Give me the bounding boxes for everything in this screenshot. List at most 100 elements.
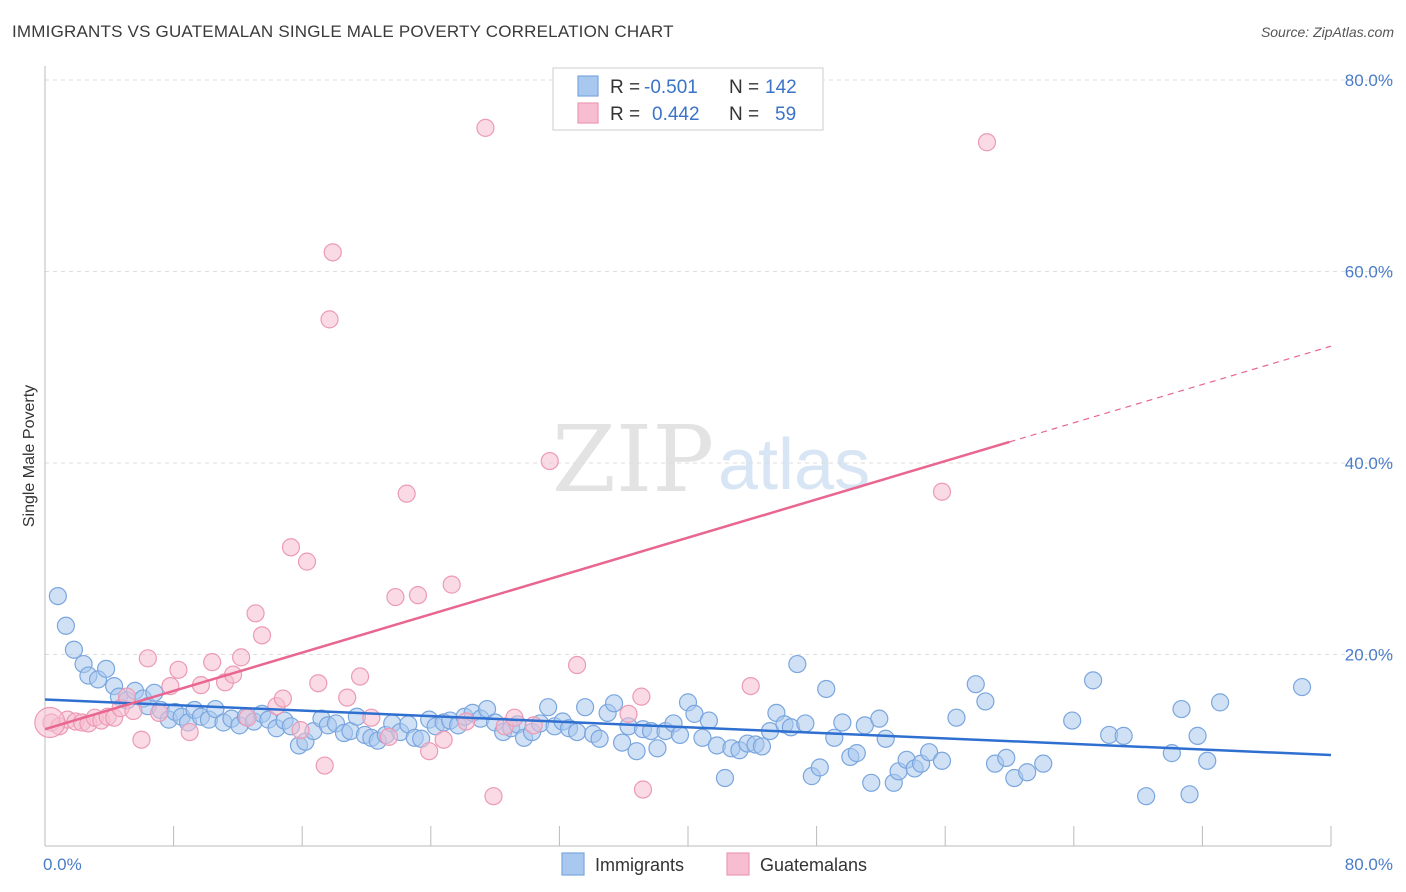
data-point [699, 711, 718, 730]
data-point [442, 575, 461, 594]
data-point [715, 768, 735, 788]
trend-line-guatemalans-extension [1009, 345, 1332, 443]
data-point [947, 708, 966, 727]
data-point [633, 780, 653, 799]
data-point [64, 640, 84, 659]
data-point [1188, 726, 1207, 745]
legend-r-value: 0.442 [652, 104, 700, 125]
data-point [590, 729, 609, 748]
bottom-legend-label-immigrants: Immigrants [595, 855, 684, 875]
data-point [796, 714, 815, 733]
data-point [567, 722, 587, 742]
data-point [932, 751, 952, 770]
data-point [505, 708, 524, 727]
data-point [238, 708, 257, 727]
data-point [291, 721, 310, 740]
data-point [619, 704, 638, 723]
series-immigrants-points [48, 586, 1312, 806]
x-tick-label: 80.0% [1345, 855, 1393, 874]
data-point [1018, 763, 1037, 782]
data-point [1180, 785, 1199, 804]
data-point [825, 728, 844, 747]
data-point [476, 118, 495, 137]
chart-title: IMMIGRANTS VS GUATEMALAN SINGLE MALE POV… [12, 22, 674, 41]
y-tick-label: 40.0% [1345, 454, 1393, 473]
data-point [232, 648, 251, 667]
data-point [876, 729, 895, 748]
data-point [540, 451, 559, 471]
data-point [56, 616, 75, 635]
bottom-legend-label-guatemalans: Guatemalans [760, 855, 867, 875]
data-point [132, 730, 151, 749]
source-credit: Source: ZipAtlas.com [1260, 24, 1394, 40]
y-tick-label: 20.0% [1345, 646, 1393, 665]
data-point [150, 703, 169, 723]
data-point [34, 706, 66, 739]
data-point [297, 552, 317, 571]
data-point [1210, 693, 1230, 712]
data-point [920, 743, 939, 762]
data-point [612, 733, 632, 752]
data-point [788, 654, 807, 674]
legend-n-label: N = [729, 77, 759, 98]
legend-swatch-immigrants [577, 75, 599, 97]
data-point [1114, 726, 1133, 745]
data-point [648, 739, 667, 758]
data-point [966, 675, 985, 694]
watermark-atlas: atlas [718, 425, 870, 505]
legend-n-value: 59 [775, 104, 796, 125]
x-axis-tick-labels: 0.0% 80.0% [43, 855, 1393, 874]
data-point [817, 679, 836, 699]
data-point [203, 653, 222, 672]
legend-bottom: Immigrants Guatemalans [561, 852, 867, 876]
data-point [320, 310, 339, 329]
data-point [977, 133, 997, 152]
data-point [309, 674, 328, 693]
data-point [138, 649, 157, 668]
data-point [338, 688, 357, 707]
y-axis-tick-labels: 20.0% 40.0% 60.0% 80.0% [1345, 71, 1393, 665]
legend-n-label: N = [729, 104, 759, 125]
data-point [627, 742, 646, 761]
data-point [539, 698, 558, 717]
data-point [847, 744, 866, 763]
data-point [976, 692, 995, 711]
data-point [350, 667, 370, 686]
y-tick-label: 80.0% [1345, 71, 1393, 90]
data-point [169, 660, 188, 679]
data-point [362, 708, 381, 727]
x-axis-ticks [44, 826, 1332, 846]
data-point [96, 659, 116, 678]
data-point [1083, 671, 1103, 690]
data-point [1198, 751, 1217, 770]
grid-lines [45, 79, 1393, 655]
legend-r-label: R = [610, 77, 640, 98]
data-point [567, 655, 587, 675]
data-point [632, 687, 651, 706]
data-point [457, 712, 476, 731]
data-point [997, 748, 1016, 768]
data-point [1137, 787, 1156, 806]
data-point [434, 730, 453, 749]
data-point [741, 676, 760, 696]
data-point [397, 484, 416, 503]
watermark-zip: ZIP [552, 406, 714, 513]
bottom-legend-swatch-guatemalans [726, 852, 750, 876]
data-point [379, 727, 399, 746]
trend-line-guatemalans [44, 440, 1010, 731]
data-point [386, 587, 405, 607]
legend-top: R = -0.501 N = 142 R = 0.442 N = 59 [552, 67, 824, 131]
data-point [862, 773, 881, 792]
data-point [1292, 677, 1312, 697]
data-point [1172, 699, 1191, 719]
trend-lines [44, 345, 1332, 757]
trend-line-immigrants [44, 698, 1332, 757]
data-point [932, 482, 952, 501]
x-tick-label: 0.0% [43, 855, 82, 874]
data-point [252, 626, 272, 645]
legend-n-value: 142 [765, 77, 797, 98]
data-point [323, 243, 342, 262]
bottom-legend-swatch-immigrants [561, 852, 585, 876]
data-point [281, 538, 301, 557]
